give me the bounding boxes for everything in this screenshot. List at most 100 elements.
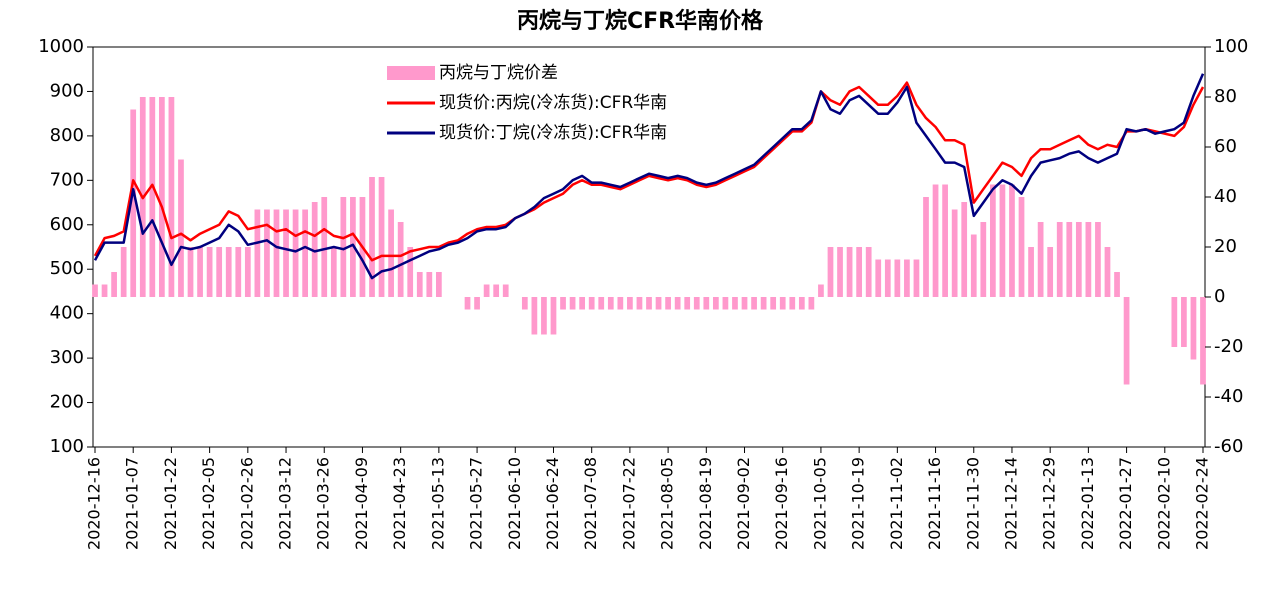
y-tick-label: 400 xyxy=(50,303,84,324)
y-tick-label: 600 xyxy=(50,214,84,235)
bar xyxy=(560,297,566,310)
bar xyxy=(264,209,270,297)
bar xyxy=(569,297,576,310)
bar xyxy=(321,197,328,297)
y2-tick-label: 60 xyxy=(1214,136,1237,157)
bar xyxy=(932,184,939,297)
y-tick-label: 500 xyxy=(50,258,84,279)
bar xyxy=(923,197,929,297)
x-tick-label: 2021-04-09 xyxy=(352,457,371,550)
bar xyxy=(397,222,404,297)
bar xyxy=(865,247,872,297)
x-tick-label: 2021-11-30 xyxy=(963,457,982,550)
bar xyxy=(187,247,194,297)
bar xyxy=(197,247,203,297)
bar xyxy=(665,297,671,310)
bar xyxy=(149,97,156,297)
lines xyxy=(93,73,1205,280)
x-tick-label: 2021-05-27 xyxy=(467,457,486,550)
bar xyxy=(856,247,863,297)
bar xyxy=(168,97,175,297)
bar xyxy=(818,284,824,297)
bar xyxy=(474,297,480,310)
bar xyxy=(655,297,662,310)
bar xyxy=(1009,184,1015,297)
bar xyxy=(302,209,309,297)
bar xyxy=(980,222,987,297)
bar xyxy=(674,297,681,310)
bar xyxy=(283,209,289,297)
bar xyxy=(1047,247,1054,297)
bar xyxy=(235,247,242,297)
bar xyxy=(292,209,299,297)
bar xyxy=(808,297,815,310)
x-tick-label: 2021-03-26 xyxy=(314,457,333,550)
bar xyxy=(521,297,528,310)
x-tick-label: 2021-11-16 xyxy=(925,457,944,550)
bar xyxy=(798,297,805,310)
bar xyxy=(789,297,796,310)
bar xyxy=(311,202,318,297)
x-tick-label: 2022-02-24 xyxy=(1193,457,1212,550)
y2-tick-label: 80 xyxy=(1214,86,1237,107)
bar xyxy=(989,184,996,297)
legend-label: 现货价:丙烷(冷冻货):CFR华南 xyxy=(439,93,667,113)
bar xyxy=(837,247,843,297)
bar xyxy=(693,297,700,310)
y-tick-label: 1000 xyxy=(38,36,84,57)
y2-tick-label: 100 xyxy=(1214,36,1248,57)
bar xyxy=(741,297,748,310)
x-tick-label: 2021-11-02 xyxy=(887,457,906,550)
x-tick-label: 2021-12-29 xyxy=(1040,457,1059,550)
bar xyxy=(426,272,433,297)
legend: 丙烷与丁烷价差现货价:丙烷(冷冻货):CFR华南现货价:丁烷(冷冻货):CFR华… xyxy=(387,63,667,143)
x-tick-label: 2021-05-13 xyxy=(428,457,447,550)
x-tick-label: 2022-01-27 xyxy=(1116,457,1135,550)
legend-label: 丙烷与丁烷价差 xyxy=(439,63,558,83)
x-tick-label: 2022-01-13 xyxy=(1078,457,1097,550)
y-tick-label: 800 xyxy=(50,125,84,146)
bar xyxy=(416,272,423,297)
bar xyxy=(951,209,958,297)
bar xyxy=(760,297,767,310)
bar xyxy=(712,297,719,310)
bar xyxy=(493,284,500,297)
bar xyxy=(340,197,347,297)
bar xyxy=(120,247,127,297)
bar xyxy=(779,297,786,310)
line xyxy=(93,73,1205,280)
bar xyxy=(502,284,509,297)
bar xyxy=(435,272,442,297)
bar xyxy=(846,247,853,297)
bar xyxy=(1018,197,1025,297)
bar xyxy=(751,297,757,310)
bar xyxy=(636,297,643,310)
x-tick-label: 2021-02-05 xyxy=(199,457,218,550)
bar xyxy=(1037,222,1044,297)
x-tick-label: 2021-08-05 xyxy=(658,457,677,550)
y2-tick-label: -60 xyxy=(1214,436,1243,457)
y-tick-label: 700 xyxy=(50,169,84,190)
bar xyxy=(646,297,652,310)
bar xyxy=(1066,222,1073,297)
y2-tick-label: 40 xyxy=(1214,186,1237,207)
bar xyxy=(1114,272,1120,297)
line xyxy=(93,81,1205,262)
bar xyxy=(579,297,586,310)
y2-tick-label: -40 xyxy=(1214,386,1243,407)
bar xyxy=(225,247,232,297)
bar xyxy=(378,177,385,297)
bar xyxy=(550,297,557,335)
y2-tick-label: 0 xyxy=(1214,286,1225,307)
bar xyxy=(1171,297,1178,347)
bar xyxy=(684,297,691,310)
y2-tick-label: 20 xyxy=(1214,236,1237,257)
bar xyxy=(407,247,414,297)
x-tick-label: 2021-01-22 xyxy=(161,457,180,550)
x-tick-label: 2021-04-23 xyxy=(390,457,409,550)
bar xyxy=(1123,297,1130,385)
bar xyxy=(273,209,280,297)
bar xyxy=(607,297,614,310)
x-tick-label: 2021-12-14 xyxy=(1001,457,1020,550)
x-tick-label: 2021-02-26 xyxy=(237,457,256,550)
